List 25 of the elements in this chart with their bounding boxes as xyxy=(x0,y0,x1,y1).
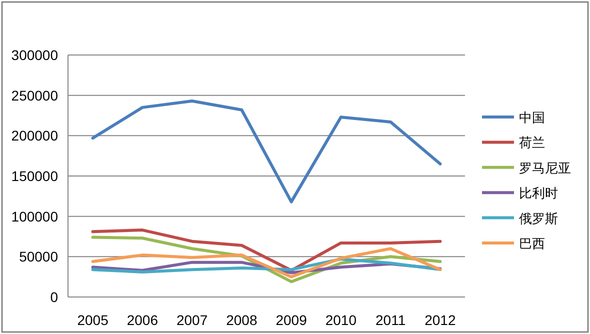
legend-label: 比利时 xyxy=(519,186,558,201)
y-tick-label: 250000 xyxy=(11,87,58,104)
legend-label: 巴西 xyxy=(519,236,545,251)
x-tick-label: 2007 xyxy=(176,312,208,328)
legend-label: 荷兰 xyxy=(519,135,545,150)
legend-label: 罗马尼亚 xyxy=(519,160,571,176)
x-tick-label: 2012 xyxy=(424,312,456,328)
y-tick-label: 50000 xyxy=(19,248,58,265)
y-tick-label: 300000 xyxy=(11,47,58,63)
line-series xyxy=(91,228,442,272)
line-series xyxy=(91,99,442,204)
legend-label: 中国 xyxy=(519,110,545,125)
legend-label: 俄罗斯 xyxy=(519,210,558,226)
y-tick-label: 200000 xyxy=(11,128,58,144)
x-tick-label: 2011 xyxy=(376,312,406,328)
x-tick-label: 2010 xyxy=(325,312,357,328)
x-tick-label: 2008 xyxy=(226,312,258,328)
y-tick-label: 0 xyxy=(50,289,58,305)
y-tick-label: 100000 xyxy=(11,208,58,224)
x-tick-label: 2009 xyxy=(276,312,308,328)
line-series xyxy=(91,258,442,274)
x-tick-label: 2006 xyxy=(126,312,158,328)
line-series xyxy=(91,247,442,278)
y-tick-label: 150000 xyxy=(11,168,58,184)
x-tick-label: 2005 xyxy=(77,312,109,328)
